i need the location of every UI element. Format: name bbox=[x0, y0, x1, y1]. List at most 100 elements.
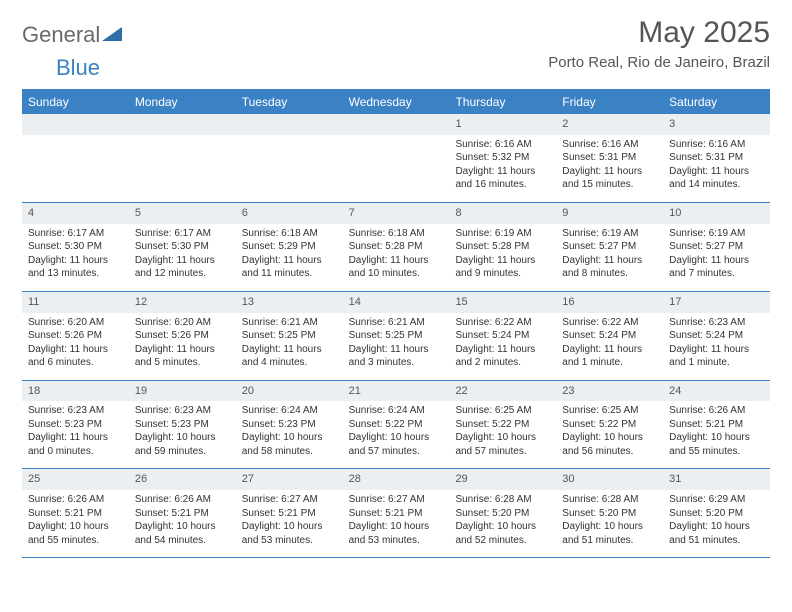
day-body: Sunrise: 6:19 AMSunset: 5:28 PMDaylight:… bbox=[449, 224, 556, 291]
day-cell: 1Sunrise: 6:16 AMSunset: 5:32 PMDaylight… bbox=[449, 114, 556, 202]
day-cell: 24Sunrise: 6:26 AMSunset: 5:21 PMDayligh… bbox=[663, 381, 770, 469]
day-cell: 27Sunrise: 6:27 AMSunset: 5:21 PMDayligh… bbox=[236, 469, 343, 557]
day-cell: 2Sunrise: 6:16 AMSunset: 5:31 PMDaylight… bbox=[556, 114, 663, 202]
month-title: May 2025 bbox=[548, 16, 770, 50]
sunrise-text: Sunrise: 6:19 AM bbox=[455, 227, 550, 241]
day-cell: . bbox=[22, 114, 129, 202]
daylight-text: Daylight: 11 hours and 1 minute. bbox=[669, 343, 764, 370]
sunrise-text: Sunrise: 6:28 AM bbox=[562, 493, 657, 507]
week-row: 4Sunrise: 6:17 AMSunset: 5:30 PMDaylight… bbox=[22, 203, 770, 292]
day-body: Sunrise: 6:26 AMSunset: 5:21 PMDaylight:… bbox=[129, 490, 236, 557]
day-cell: . bbox=[236, 114, 343, 202]
day-cell: 25Sunrise: 6:26 AMSunset: 5:21 PMDayligh… bbox=[22, 469, 129, 557]
sunset-text: Sunset: 5:25 PM bbox=[349, 329, 444, 343]
day-number: 30 bbox=[556, 469, 663, 490]
sunrise-text: Sunrise: 6:17 AM bbox=[135, 227, 230, 241]
daylight-text: Daylight: 10 hours and 55 minutes. bbox=[28, 520, 123, 547]
day-cell: 9Sunrise: 6:19 AMSunset: 5:27 PMDaylight… bbox=[556, 203, 663, 291]
sunset-text: Sunset: 5:22 PM bbox=[562, 418, 657, 432]
day-number: 9 bbox=[556, 203, 663, 224]
day-cell: . bbox=[343, 114, 450, 202]
day-number: . bbox=[343, 114, 450, 135]
sunrise-text: Sunrise: 6:20 AM bbox=[135, 316, 230, 330]
sunrise-text: Sunrise: 6:19 AM bbox=[562, 227, 657, 241]
day-cell: 6Sunrise: 6:18 AMSunset: 5:29 PMDaylight… bbox=[236, 203, 343, 291]
brand-logo: General bbox=[22, 22, 122, 48]
sunrise-text: Sunrise: 6:27 AM bbox=[349, 493, 444, 507]
day-number: . bbox=[129, 114, 236, 135]
day-body: Sunrise: 6:19 AMSunset: 5:27 PMDaylight:… bbox=[663, 224, 770, 291]
sunset-text: Sunset: 5:20 PM bbox=[669, 507, 764, 521]
day-body: Sunrise: 6:23 AMSunset: 5:23 PMDaylight:… bbox=[22, 401, 129, 468]
day-cell: 3Sunrise: 6:16 AMSunset: 5:31 PMDaylight… bbox=[663, 114, 770, 202]
day-cell: 23Sunrise: 6:25 AMSunset: 5:22 PMDayligh… bbox=[556, 381, 663, 469]
day-number: 2 bbox=[556, 114, 663, 135]
daylight-text: Daylight: 11 hours and 11 minutes. bbox=[242, 254, 337, 281]
day-body: Sunrise: 6:18 AMSunset: 5:29 PMDaylight:… bbox=[236, 224, 343, 291]
brand-part1: General bbox=[22, 22, 100, 48]
sunset-text: Sunset: 5:27 PM bbox=[669, 240, 764, 254]
week-row: 11Sunrise: 6:20 AMSunset: 5:26 PMDayligh… bbox=[22, 292, 770, 381]
day-number: 24 bbox=[663, 381, 770, 402]
daylight-text: Daylight: 11 hours and 12 minutes. bbox=[135, 254, 230, 281]
weekday-thu: Thursday bbox=[449, 90, 556, 114]
day-number: 28 bbox=[343, 469, 450, 490]
day-number: 11 bbox=[22, 292, 129, 313]
brand-part2: Blue bbox=[56, 55, 792, 81]
day-number: 16 bbox=[556, 292, 663, 313]
sunrise-text: Sunrise: 6:16 AM bbox=[455, 138, 550, 152]
sunrise-text: Sunrise: 6:17 AM bbox=[28, 227, 123, 241]
day-number: 10 bbox=[663, 203, 770, 224]
sunset-text: Sunset: 5:24 PM bbox=[669, 329, 764, 343]
daylight-text: Daylight: 10 hours and 54 minutes. bbox=[135, 520, 230, 547]
day-cell: 22Sunrise: 6:25 AMSunset: 5:22 PMDayligh… bbox=[449, 381, 556, 469]
sunset-text: Sunset: 5:30 PM bbox=[135, 240, 230, 254]
day-cell: 14Sunrise: 6:21 AMSunset: 5:25 PMDayligh… bbox=[343, 292, 450, 380]
day-body: Sunrise: 6:20 AMSunset: 5:26 PMDaylight:… bbox=[22, 313, 129, 380]
daylight-text: Daylight: 10 hours and 59 minutes. bbox=[135, 431, 230, 458]
day-cell: 5Sunrise: 6:17 AMSunset: 5:30 PMDaylight… bbox=[129, 203, 236, 291]
daylight-text: Daylight: 11 hours and 3 minutes. bbox=[349, 343, 444, 370]
sunset-text: Sunset: 5:26 PM bbox=[28, 329, 123, 343]
day-number: 27 bbox=[236, 469, 343, 490]
sunrise-text: Sunrise: 6:23 AM bbox=[28, 404, 123, 418]
day-body: Sunrise: 6:17 AMSunset: 5:30 PMDaylight:… bbox=[22, 224, 129, 291]
day-number: 20 bbox=[236, 381, 343, 402]
day-body bbox=[22, 135, 129, 202]
day-cell: 28Sunrise: 6:27 AMSunset: 5:21 PMDayligh… bbox=[343, 469, 450, 557]
sunset-text: Sunset: 5:21 PM bbox=[669, 418, 764, 432]
sunrise-text: Sunrise: 6:26 AM bbox=[28, 493, 123, 507]
daylight-text: Daylight: 11 hours and 16 minutes. bbox=[455, 165, 550, 192]
week-row: 18Sunrise: 6:23 AMSunset: 5:23 PMDayligh… bbox=[22, 381, 770, 470]
day-number: 1 bbox=[449, 114, 556, 135]
sunset-text: Sunset: 5:21 PM bbox=[242, 507, 337, 521]
sunrise-text: Sunrise: 6:28 AM bbox=[455, 493, 550, 507]
sunset-text: Sunset: 5:21 PM bbox=[135, 507, 230, 521]
sunset-text: Sunset: 5:25 PM bbox=[242, 329, 337, 343]
day-body bbox=[343, 135, 450, 202]
day-body: Sunrise: 6:21 AMSunset: 5:25 PMDaylight:… bbox=[236, 313, 343, 380]
day-body: Sunrise: 6:26 AMSunset: 5:21 PMDaylight:… bbox=[22, 490, 129, 557]
sunrise-text: Sunrise: 6:16 AM bbox=[669, 138, 764, 152]
daylight-text: Daylight: 11 hours and 10 minutes. bbox=[349, 254, 444, 281]
sunset-text: Sunset: 5:20 PM bbox=[562, 507, 657, 521]
daylight-text: Daylight: 11 hours and 4 minutes. bbox=[242, 343, 337, 370]
daylight-text: Daylight: 10 hours and 51 minutes. bbox=[669, 520, 764, 547]
daylight-text: Daylight: 10 hours and 51 minutes. bbox=[562, 520, 657, 547]
week-row: 25Sunrise: 6:26 AMSunset: 5:21 PMDayligh… bbox=[22, 469, 770, 558]
day-number: 17 bbox=[663, 292, 770, 313]
sunrise-text: Sunrise: 6:22 AM bbox=[562, 316, 657, 330]
daylight-text: Daylight: 11 hours and 2 minutes. bbox=[455, 343, 550, 370]
sunrise-text: Sunrise: 6:21 AM bbox=[349, 316, 444, 330]
day-body: Sunrise: 6:24 AMSunset: 5:23 PMDaylight:… bbox=[236, 401, 343, 468]
day-cell: 16Sunrise: 6:22 AMSunset: 5:24 PMDayligh… bbox=[556, 292, 663, 380]
sunrise-text: Sunrise: 6:27 AM bbox=[242, 493, 337, 507]
day-body: Sunrise: 6:19 AMSunset: 5:27 PMDaylight:… bbox=[556, 224, 663, 291]
daylight-text: Daylight: 10 hours and 56 minutes. bbox=[562, 431, 657, 458]
day-body: Sunrise: 6:27 AMSunset: 5:21 PMDaylight:… bbox=[343, 490, 450, 557]
daylight-text: Daylight: 11 hours and 0 minutes. bbox=[28, 431, 123, 458]
daylight-text: Daylight: 11 hours and 7 minutes. bbox=[669, 254, 764, 281]
daylight-text: Daylight: 10 hours and 57 minutes. bbox=[349, 431, 444, 458]
sunset-text: Sunset: 5:28 PM bbox=[455, 240, 550, 254]
day-number: 23 bbox=[556, 381, 663, 402]
